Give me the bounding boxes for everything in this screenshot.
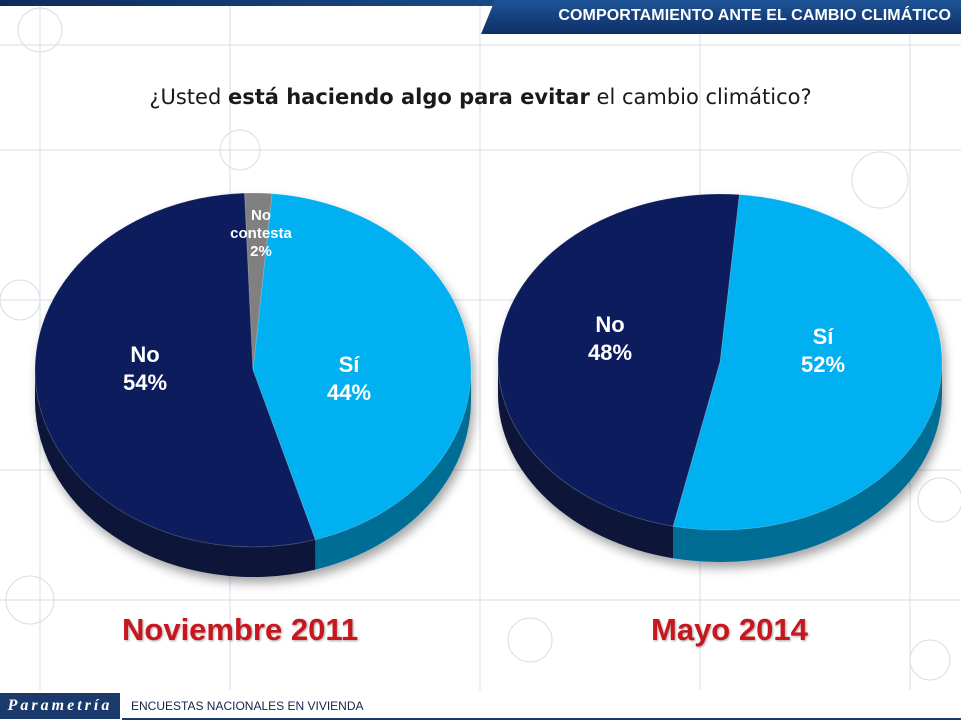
question-text: ¿Usted está haciendo algo para evitar el…	[0, 85, 961, 109]
period-label-2011: Noviembre 2011	[122, 612, 359, 647]
header-tab	[481, 0, 961, 34]
question-prefix: ¿Usted	[149, 85, 228, 109]
footer-text: ENCUESTAS NACIONALES EN VIVIENDA	[131, 699, 364, 713]
pie-label-2-0-0: Sí	[813, 324, 835, 349]
footer-logo: Parametría	[0, 693, 120, 719]
pie-label-1-2-2: 2%	[250, 243, 272, 260]
pie-chart-1	[34, 192, 472, 578]
pie-label-2-1-0: No	[595, 312, 624, 337]
pie-slice-1-2	[244, 192, 273, 371]
question-bold: está haciendo algo para evitar	[227, 85, 590, 109]
pie-side-2-0	[673, 362, 942, 562]
pie-side-2-1	[498, 362, 674, 559]
pie-side-1-0	[315, 370, 471, 570]
pie-slice-2-1	[497, 193, 740, 527]
pie-label-1-0-0: Sí	[339, 352, 361, 377]
pie-chart-2	[497, 193, 943, 562]
slide-title: COMPORTAMIENTO ANTE EL CAMBIO CLIMÁTICO	[558, 7, 951, 24]
pie-label-1-2-0: No	[251, 207, 271, 224]
pie-label-2-1-1: 48%	[588, 340, 632, 365]
header-bar	[0, 0, 961, 6]
pie-slice-2-0	[672, 194, 943, 531]
pie-side-1-1	[35, 370, 316, 578]
pie-slice-1-0	[252, 193, 472, 541]
pie-slice-1-1	[34, 192, 316, 548]
pie-label-1-2-1: contesta	[230, 225, 292, 242]
pie-label-1-1-1: 54%	[123, 370, 167, 395]
period-label-2014: Mayo 2014	[651, 612, 808, 647]
pie-label-1-1-0: No	[130, 342, 159, 367]
pie-label-2-0-1: 52%	[801, 352, 845, 377]
footer-line	[122, 718, 961, 720]
question-suffix: el cambio climático?	[589, 85, 812, 109]
pie-label-1-0-1: 44%	[327, 380, 371, 405]
